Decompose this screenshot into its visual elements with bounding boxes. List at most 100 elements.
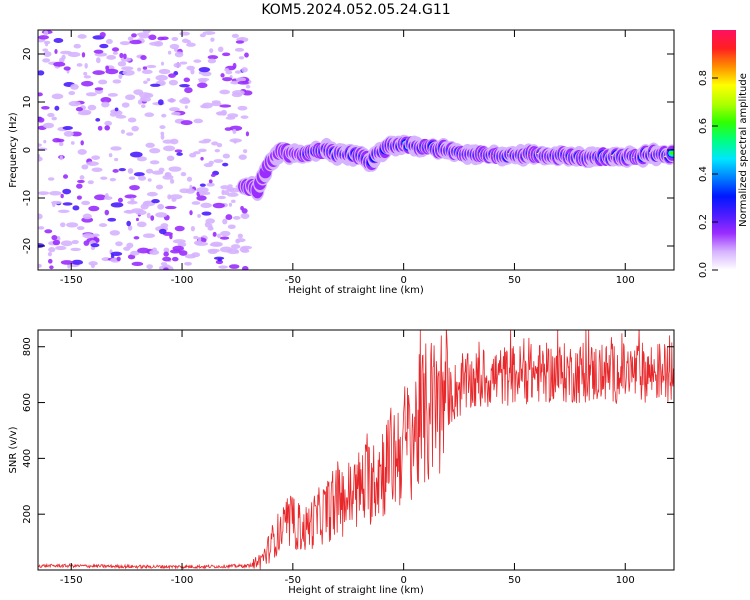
noise-speckle bbox=[226, 192, 239, 197]
noise-speckle bbox=[104, 193, 109, 199]
noise-speckle bbox=[49, 190, 62, 196]
noise-speckle bbox=[199, 33, 206, 38]
noise-speckle bbox=[150, 215, 155, 221]
noise-speckle bbox=[115, 114, 127, 119]
noise-speckle bbox=[51, 93, 64, 100]
noise-speckle bbox=[84, 62, 88, 69]
colorbar-gradient bbox=[712, 30, 736, 270]
noise-speckle bbox=[220, 73, 225, 78]
noise-speckle bbox=[193, 118, 204, 124]
noise-speckle bbox=[144, 112, 155, 118]
noise-speckle bbox=[232, 62, 237, 69]
noise-speckle bbox=[232, 90, 245, 96]
noise-speckle bbox=[125, 209, 133, 214]
noise-speckle bbox=[140, 203, 149, 210]
noise-speckle bbox=[127, 254, 136, 260]
noise-speckle bbox=[184, 261, 192, 266]
noise-speckle bbox=[129, 151, 143, 158]
noise-speckle bbox=[219, 236, 230, 240]
noise-speckle bbox=[76, 226, 85, 231]
snr-series-line bbox=[38, 330, 674, 570]
snr-y-tick-label: 600 bbox=[22, 393, 33, 412]
noise-speckle bbox=[227, 224, 236, 230]
noise-speckle bbox=[127, 36, 134, 41]
noise-speckle bbox=[158, 167, 165, 173]
noise-speckle bbox=[68, 91, 76, 96]
noise-speckle bbox=[218, 265, 229, 269]
noise-speckle bbox=[125, 94, 136, 101]
noise-speckle bbox=[79, 175, 85, 180]
noise-speckle bbox=[226, 186, 235, 192]
noise-speckle bbox=[129, 184, 140, 191]
noise-speckle bbox=[215, 111, 227, 116]
noise-speckle bbox=[51, 234, 58, 241]
noise-speckle bbox=[130, 250, 140, 256]
noise-speckle bbox=[222, 52, 231, 57]
noise-speckle bbox=[186, 176, 193, 182]
snr-x-tick-label: -150 bbox=[60, 575, 83, 586]
noise-speckle bbox=[82, 213, 92, 220]
noise-speckle bbox=[231, 33, 239, 38]
noise-speckle bbox=[140, 55, 147, 61]
noise-speckle bbox=[110, 202, 124, 208]
noise-speckle bbox=[54, 49, 58, 55]
noise-speckle bbox=[110, 146, 122, 151]
noise-speckle bbox=[126, 242, 134, 249]
heatmap-y-axis-label: Frequency (Hz) bbox=[8, 112, 19, 188]
noise-speckle bbox=[198, 71, 203, 75]
noise-speckle bbox=[112, 51, 119, 55]
noise-speckle bbox=[216, 143, 223, 148]
noise-speckle bbox=[235, 239, 240, 244]
noise-speckle bbox=[119, 41, 131, 46]
noise-speckle bbox=[67, 263, 71, 269]
noise-speckle bbox=[171, 256, 179, 262]
noise-speckle bbox=[43, 30, 49, 36]
noise-speckle bbox=[107, 217, 117, 222]
noise-speckle bbox=[53, 61, 66, 67]
heatmap-x-tick-label: 100 bbox=[616, 275, 635, 286]
noise-speckle bbox=[143, 200, 151, 205]
noise-speckle bbox=[180, 120, 193, 126]
noise-speckle bbox=[138, 175, 147, 181]
noise-speckle bbox=[230, 80, 241, 85]
snr-y-axis-label: SNR (v/v) bbox=[8, 426, 19, 473]
noise-speckle bbox=[183, 77, 191, 83]
noise-speckle bbox=[137, 247, 150, 254]
snr-y-tick-label: 200 bbox=[22, 505, 33, 524]
noise-speckle bbox=[38, 226, 45, 230]
noise-speckle bbox=[157, 99, 164, 106]
noise-speckle bbox=[38, 92, 43, 97]
noise-speckle bbox=[155, 184, 164, 190]
noise-speckle bbox=[63, 130, 74, 137]
noise-speckle bbox=[126, 220, 132, 227]
noise-speckle bbox=[76, 195, 82, 200]
noise-speckle bbox=[171, 36, 179, 42]
colorbar: 0.0 0.2 0.4 0.6 0.8 Normalized spectral ampl… bbox=[698, 30, 749, 278]
noise-speckle bbox=[47, 251, 53, 257]
noise-speckle bbox=[87, 180, 94, 185]
colorbar-tick-label: 0.2 bbox=[698, 214, 709, 230]
noise-speckle bbox=[200, 104, 208, 109]
heatmap-x-axis-label: Height of straight line (km) bbox=[288, 285, 424, 296]
noise-speckle bbox=[47, 112, 55, 118]
noise-speckle bbox=[210, 37, 215, 42]
noise-speckle bbox=[220, 230, 231, 237]
noise-speckle bbox=[155, 212, 168, 218]
noise-speckle bbox=[62, 202, 73, 206]
noise-speckle bbox=[42, 122, 55, 129]
noise-speckle bbox=[56, 138, 65, 143]
noise-speckle bbox=[118, 73, 123, 79]
heatmap-x-tick-label: 0 bbox=[400, 275, 406, 286]
noise-speckle bbox=[146, 77, 151, 82]
noise-speckle bbox=[136, 32, 150, 37]
noise-speckle bbox=[221, 189, 225, 196]
noise-speckle bbox=[127, 225, 133, 231]
noise-speckle bbox=[168, 266, 174, 270]
noise-speckle bbox=[209, 48, 214, 54]
noise-speckle bbox=[198, 148, 207, 153]
noise-speckle bbox=[60, 222, 66, 228]
noise-speckle bbox=[109, 177, 117, 182]
noise-speckle bbox=[166, 155, 175, 162]
noise-speckle bbox=[137, 67, 142, 72]
